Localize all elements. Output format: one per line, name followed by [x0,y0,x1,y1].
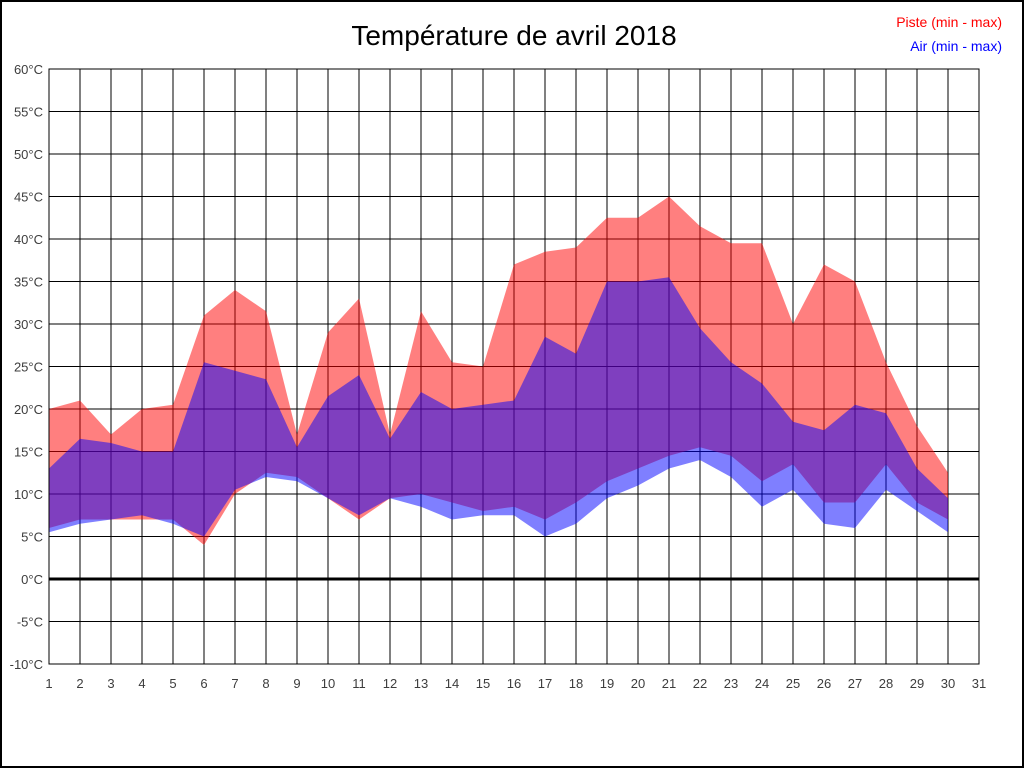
x-tick-label: 29 [910,676,924,691]
y-tick-label: 35°C [14,275,43,290]
x-tick-label: 4 [138,676,145,691]
x-tick-label: 2 [76,676,83,691]
y-tick-label: 45°C [14,190,43,205]
x-tick-labels: 1 2 3 4 5 6 7 8 9 10 11 12 13 14 15 16 17 18 19 20 21 22 23 24 2… [45,676,986,691]
y-tick-label: 20°C [14,402,43,417]
x-tick-label: 25 [786,676,800,691]
x-tick-label: 11 [352,676,366,691]
y-tick-label: 10°C [14,487,43,502]
y-tick-label: 50°C [14,147,43,162]
y-tick-label: -10°C [10,657,43,672]
x-tick-label: 28 [879,676,893,691]
x-tick-label: 9 [293,676,300,691]
x-tick-label: 8 [262,676,269,691]
x-tick-label: 22 [693,676,707,691]
legend: Piste (min - max) Air (min - max) [896,10,1002,58]
x-tick-label: 6 [200,676,207,691]
x-tick-label: 3 [107,676,114,691]
air-band [49,277,948,537]
y-tick-label: 30°C [14,317,43,332]
y-tick-label: 15°C [14,445,43,460]
x-tick-label: 17 [538,676,552,691]
y-tick-label: 25°C [14,360,43,375]
x-tick-label: 31 [972,676,986,691]
y-tick-label: 55°C [14,105,43,120]
x-tick-label: 26 [817,676,831,691]
x-tick-label: 16 [507,676,521,691]
y-tick-label: 0°C [21,572,43,587]
x-tick-label: 24 [755,676,769,691]
x-tick-label: 10 [321,676,335,691]
plot-border [48,68,980,665]
x-tick-label: 15 [476,676,490,691]
x-tick-label: 30 [941,676,955,691]
x-tick-label: 20 [631,676,645,691]
x-tick-label: 18 [569,676,583,691]
x-tick-label: 14 [445,676,459,691]
x-tick-label: 1 [45,676,52,691]
x-tick-label: 7 [231,676,238,691]
y-tick-label: 5°C [21,530,43,545]
y-tick-label: -5°C [17,615,43,630]
x-tick-label: 12 [383,676,397,691]
x-tick-label: 21 [662,676,676,691]
y-tick-label: 40°C [14,232,43,247]
x-tick-label: 27 [848,676,862,691]
legend-item-piste: Piste (min - max) [896,14,1002,30]
x-tick-label: 19 [600,676,614,691]
x-tick-label: 23 [724,676,738,691]
y-tick-labels: 60°C 55°C 50°C 45°C 40°C 35°C 30°C 25°C 20°C 15°C… [10,62,43,672]
y-tick-label: 60°C [14,62,43,77]
legend-item-air: Air (min - max) [910,38,1002,54]
x-tick-label: 13 [414,676,428,691]
x-tick-label: 5 [169,676,176,691]
chart-title: Température de avril 2018 [351,20,677,51]
